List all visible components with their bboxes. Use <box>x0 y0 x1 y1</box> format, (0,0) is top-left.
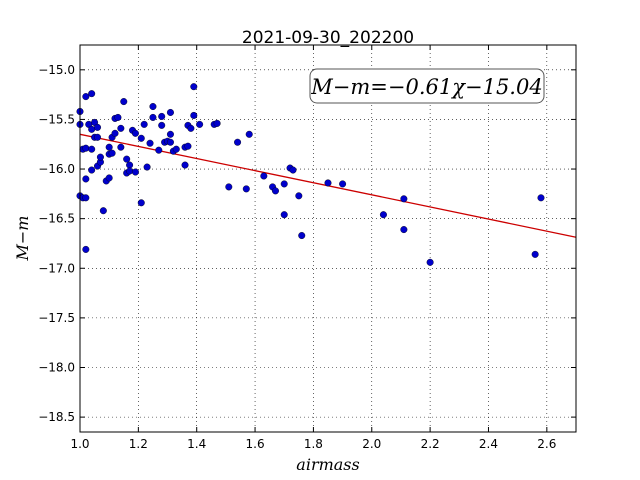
data-point <box>324 179 332 187</box>
data-point <box>99 207 107 215</box>
y-tick-label: −18.5 <box>38 410 75 424</box>
data-point <box>166 130 174 138</box>
y-tick-label: −16.5 <box>38 212 75 226</box>
data-point <box>146 139 154 147</box>
data-point <box>105 174 113 182</box>
data-point <box>94 133 102 141</box>
data-point <box>143 163 151 171</box>
data-point <box>126 161 134 169</box>
y-tick-label: −15.0 <box>38 63 75 77</box>
x-tick-label: 1.0 <box>70 437 89 451</box>
y-tick-label: −15.5 <box>38 112 75 126</box>
x-tick-label: 1.2 <box>129 437 148 451</box>
data-point <box>166 138 174 146</box>
fit-annotation: M−m=−0.61χ−15.04 <box>309 68 545 104</box>
data-point <box>137 134 145 142</box>
data-point <box>123 155 131 163</box>
data-point <box>131 129 139 137</box>
data-point <box>190 83 198 91</box>
data-point <box>242 185 250 193</box>
data-point <box>166 108 174 116</box>
x-axis-label: airmass <box>296 455 359 474</box>
data-point <box>149 103 157 111</box>
data-point <box>280 211 288 219</box>
x-tick-label: 2.0 <box>362 437 381 451</box>
data-point <box>82 194 90 202</box>
data-point <box>120 98 128 106</box>
fit-equation: M−m=−0.61χ−15.04 <box>310 75 542 99</box>
data-point <box>114 113 122 121</box>
data-point <box>88 125 96 133</box>
data-point <box>149 113 157 121</box>
data-point <box>184 142 192 150</box>
data-point <box>295 192 303 200</box>
data-point <box>190 111 198 119</box>
data-point <box>339 180 347 188</box>
y-tick-label: −17.5 <box>38 311 75 325</box>
data-point <box>126 167 134 175</box>
data-point <box>131 168 139 176</box>
data-point <box>225 183 233 191</box>
data-point <box>82 93 90 101</box>
data-point <box>117 143 125 151</box>
data-point <box>298 232 306 240</box>
y-tick-label: −16.0 <box>38 162 75 176</box>
data-point <box>88 90 96 98</box>
data-point <box>105 143 113 151</box>
data-point <box>400 226 408 234</box>
data-point <box>137 199 145 207</box>
data-point <box>96 153 104 161</box>
x-tick-label: 1.6 <box>246 437 265 451</box>
data-point <box>117 124 125 132</box>
plot-frame <box>79 44 577 433</box>
data-point <box>187 124 195 132</box>
y-tick-label: −17.0 <box>38 261 75 275</box>
data-point <box>82 175 90 183</box>
data-point <box>111 129 119 137</box>
data-point <box>155 146 163 154</box>
data-point <box>537 194 545 202</box>
data-point <box>289 166 297 174</box>
x-tick-label: 1.4 <box>187 437 206 451</box>
data-point <box>260 172 268 180</box>
data-point <box>158 121 166 129</box>
data-point <box>88 145 96 153</box>
data-point <box>140 120 148 128</box>
ticks: 1.0 1.2 1.4 1.6 1.8 2.0 2.2 2.4 2.6 −15.0 −15.5 −16… <box>38 45 576 451</box>
y-tick-label: −18.0 <box>38 361 75 375</box>
data-point <box>108 149 116 157</box>
data-point <box>82 245 90 253</box>
data-point <box>271 187 279 195</box>
x-tick-label: 2.6 <box>537 437 556 451</box>
data-point <box>88 166 96 174</box>
data-point <box>245 130 253 138</box>
data-point <box>82 144 90 152</box>
chart-title: 2021-09-30_202200 <box>242 28 414 48</box>
annotation-box <box>309 68 545 104</box>
data-point <box>426 258 434 266</box>
data-point <box>181 161 189 169</box>
data-point <box>94 123 102 131</box>
data-point <box>400 195 408 203</box>
data-point <box>280 180 288 188</box>
data-point <box>196 120 204 128</box>
y-axis-label: M−m <box>13 216 32 262</box>
data-point <box>234 138 242 146</box>
data-point <box>379 211 387 219</box>
x-tick-label: 1.8 <box>304 437 323 451</box>
data-point <box>531 250 539 258</box>
x-tick-label: 2.4 <box>479 437 498 451</box>
x-tick-label: 2.2 <box>421 437 440 451</box>
data-point <box>158 112 166 120</box>
data-point <box>213 119 221 127</box>
scatter-points <box>76 83 545 266</box>
data-point <box>172 145 180 153</box>
